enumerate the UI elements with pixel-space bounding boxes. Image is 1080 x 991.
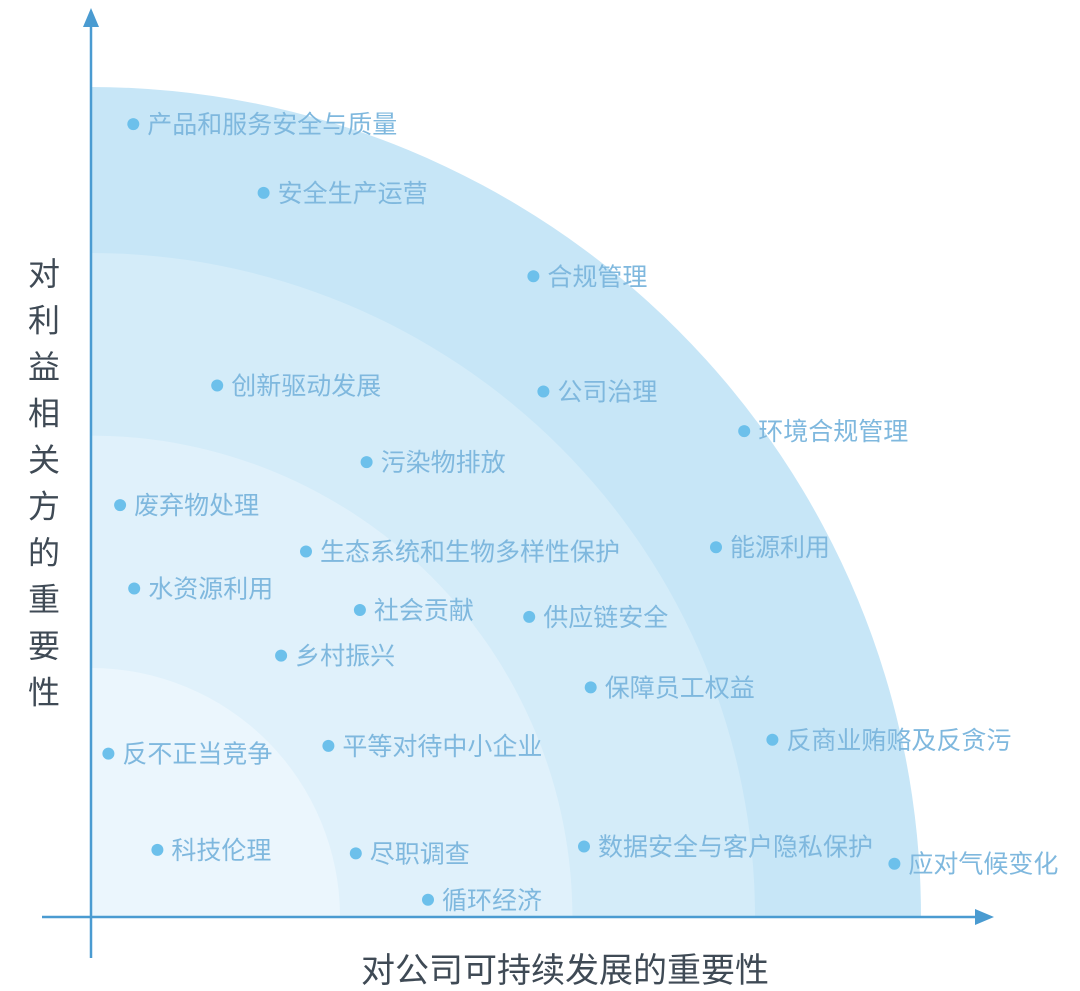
topic-label: 产品和服务安全与质量 xyxy=(147,110,397,139)
topic-dot xyxy=(710,541,722,554)
topic-point: 科技伦理 xyxy=(151,836,271,865)
y-axis-arrow-icon xyxy=(83,8,99,27)
topic-dot xyxy=(360,456,373,469)
topic-label: 科技伦理 xyxy=(171,836,271,865)
topic-dot xyxy=(114,499,127,512)
topic-point: 数据安全与客户隐私保护 xyxy=(578,833,873,862)
topic-dot xyxy=(322,739,335,752)
topic-dot xyxy=(738,425,751,438)
topic-point: 水资源利用 xyxy=(128,575,273,604)
x-axis-label: 对公司可持续发展的重要性 xyxy=(361,951,769,991)
topic-dot xyxy=(128,582,141,595)
topic-point: 供应链安全 xyxy=(523,603,668,632)
topic-label: 水资源利用 xyxy=(148,575,273,604)
topic-label: 应对气候变化 xyxy=(908,850,1058,879)
topic-point: 循环经济 xyxy=(422,886,542,915)
topic-label: 合规管理 xyxy=(547,262,647,291)
topic-dot xyxy=(257,186,270,199)
topic-dot xyxy=(211,379,224,392)
topic-dot xyxy=(349,847,362,860)
topic-dot xyxy=(578,840,590,853)
topic-label: 生态系统和生物多样性保护 xyxy=(320,538,620,567)
importance-zones xyxy=(91,87,921,917)
topic-point: 保障员工权益 xyxy=(584,673,755,702)
topic-point: 应对气候变化 xyxy=(888,850,1058,879)
topic-point: 产品和服务安全与质量 xyxy=(127,110,397,139)
topic-point: 平等对待中小企业 xyxy=(322,732,542,761)
topic-label: 环境合规管理 xyxy=(758,417,908,446)
topic-label: 供应链安全 xyxy=(543,603,668,632)
axes xyxy=(42,8,994,958)
topic-point: 生态系统和生物多样性保护 xyxy=(300,538,620,567)
topic-point: 反商业贿赂及反贪污 xyxy=(766,726,1011,755)
topic-label: 公司治理 xyxy=(557,378,657,407)
topic-label: 乡村振兴 xyxy=(295,642,395,671)
y-axis-label: 对利益相关方的重要性 xyxy=(28,255,60,712)
topic-dot xyxy=(102,747,115,760)
topic-point: 能源利用 xyxy=(710,533,830,562)
topic-point: 反不正当竞争 xyxy=(102,740,272,769)
topic-label: 反商业贿赂及反贪污 xyxy=(786,726,1011,755)
topic-label: 保障员工权益 xyxy=(605,673,755,702)
topic-point: 公司治理 xyxy=(537,378,657,407)
topic-dot xyxy=(527,270,540,283)
topic-label: 循环经济 xyxy=(442,886,542,915)
topic-point: 环境合规管理 xyxy=(738,417,908,446)
topic-label: 污染物排放 xyxy=(381,448,506,477)
topic-dot xyxy=(766,733,779,746)
topic-dot xyxy=(127,118,140,131)
topic-dot xyxy=(422,893,434,906)
topic-point: 污染物排放 xyxy=(360,448,506,477)
topic-point: 合规管理 xyxy=(527,262,647,291)
topic-label: 创新驱动发展 xyxy=(231,372,381,401)
topic-point: 废弃物处理 xyxy=(114,491,259,520)
x-axis-arrow-icon xyxy=(975,909,994,925)
topic-label: 安全生产运营 xyxy=(278,179,428,208)
topic-point: 创新驱动发展 xyxy=(211,372,381,401)
topic-label: 废弃物处理 xyxy=(134,491,259,520)
topic-label: 尽职调查 xyxy=(370,839,470,868)
topic-label: 反不正当竞争 xyxy=(122,740,272,769)
topic-dot xyxy=(300,545,312,558)
topic-dot xyxy=(275,649,288,662)
topic-label: 能源利用 xyxy=(730,533,830,562)
topic-point: 乡村振兴 xyxy=(275,642,395,671)
topic-dot xyxy=(537,385,550,398)
topic-dot xyxy=(151,843,164,856)
topic-dot xyxy=(523,610,536,623)
topic-dot xyxy=(584,681,597,694)
topic-point: 社会贡献 xyxy=(353,596,474,625)
topic-label: 社会贡献 xyxy=(374,596,474,625)
zone-band-4 xyxy=(91,668,340,917)
topic-dot xyxy=(888,857,901,870)
topic-point: 尽职调查 xyxy=(349,839,470,868)
topic-label: 数据安全与客户隐私保护 xyxy=(598,833,873,862)
topic-point: 安全生产运营 xyxy=(257,179,428,208)
topic-dot xyxy=(353,604,366,616)
topic-label: 平等对待中小企业 xyxy=(342,732,542,761)
